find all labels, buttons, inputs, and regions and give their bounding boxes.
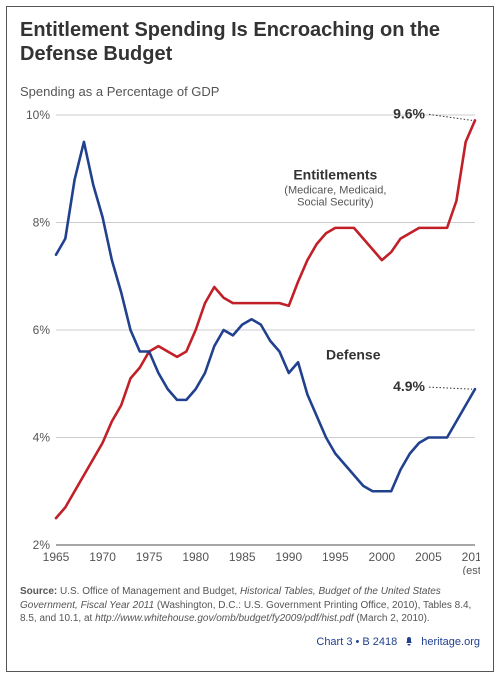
svg-text:9.6%: 9.6% bbox=[393, 105, 425, 121]
source-prefix: Source: bbox=[20, 586, 60, 597]
svg-text:Defense: Defense bbox=[326, 347, 381, 363]
line-chart: 2%4%6%8%10%19651970197519801985199019952… bbox=[20, 105, 480, 575]
svg-text:1990: 1990 bbox=[275, 550, 302, 564]
svg-text:4%: 4% bbox=[33, 431, 51, 445]
chart-container: 2%4%6%8%10%19651970197519801985199019952… bbox=[20, 105, 480, 575]
source-text: U.S. Office of Management and Budget, bbox=[60, 586, 240, 597]
chart-number-label: Chart 3 • B 2418 bbox=[316, 636, 397, 648]
svg-text:1965: 1965 bbox=[43, 550, 70, 564]
svg-text:10%: 10% bbox=[26, 108, 50, 122]
bell-icon bbox=[403, 636, 415, 648]
chart-subtitle: Spending as a Percentage of GDP bbox=[20, 84, 480, 99]
chart-title: Entitlement Spending Is Encroaching on t… bbox=[20, 18, 480, 66]
footer: Chart 3 • B 2418 heritage.org bbox=[20, 636, 480, 648]
svg-text:(est.): (est.) bbox=[462, 565, 480, 575]
source-text: (March 2, 2010). bbox=[354, 613, 430, 624]
svg-text:(Medicare, Medicaid,: (Medicare, Medicaid, bbox=[284, 185, 386, 197]
svg-text:1970: 1970 bbox=[89, 550, 116, 564]
svg-text:6%: 6% bbox=[33, 323, 51, 337]
svg-text:2010: 2010 bbox=[462, 550, 480, 564]
svg-text:Social Security): Social Security) bbox=[297, 197, 373, 209]
svg-text:1980: 1980 bbox=[182, 550, 209, 564]
source-url: http://www.whitehouse.gov/omb/budget/fy2… bbox=[95, 613, 354, 624]
svg-text:Entitlements: Entitlements bbox=[293, 167, 377, 183]
svg-text:1995: 1995 bbox=[322, 550, 349, 564]
svg-text:2000: 2000 bbox=[369, 550, 396, 564]
footer-org: heritage.org bbox=[421, 636, 480, 648]
svg-text:1985: 1985 bbox=[229, 550, 256, 564]
source-citation: Source: U.S. Office of Management and Bu… bbox=[20, 585, 480, 626]
svg-text:4.9%: 4.9% bbox=[393, 378, 425, 394]
svg-text:1975: 1975 bbox=[136, 550, 163, 564]
svg-text:8%: 8% bbox=[33, 216, 51, 230]
svg-text:2005: 2005 bbox=[415, 550, 442, 564]
